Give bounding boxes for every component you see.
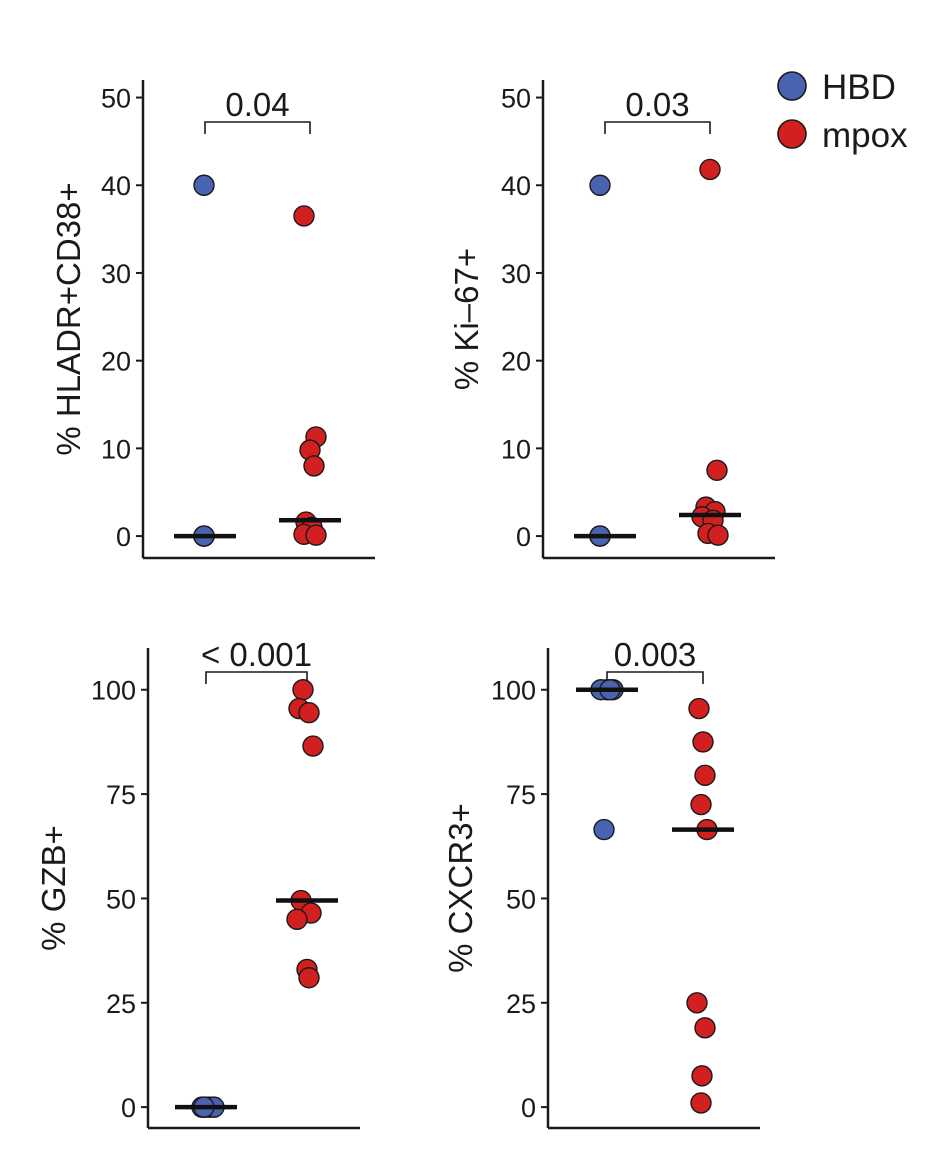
legend: HBD mpox — [777, 68, 908, 155]
data-point-mpox — [292, 679, 314, 701]
y-tick-label: 50 — [501, 84, 531, 114]
y-tick-label: 10 — [501, 434, 531, 464]
legend-label-mpox: mpox — [822, 116, 908, 155]
data-point-mpox — [303, 455, 325, 477]
y-axis-label: % HLADR+CD38+ — [50, 182, 87, 455]
panel-1: 0 10 20 30 40 50 % HLADR+CD38+ 0.04 — [50, 80, 375, 560]
data-point-mpox — [707, 524, 729, 546]
y-tick-label: 30 — [101, 259, 131, 289]
data-point-mpox — [305, 524, 327, 546]
y-tick-label: 25 — [506, 989, 536, 1019]
y-tick-label: 0 — [516, 522, 531, 552]
y-tick-label: 20 — [101, 347, 131, 377]
y-tick-label: 10 — [101, 434, 131, 464]
data-point-hbd — [593, 818, 615, 841]
significance-bracket — [604, 121, 711, 134]
y-axis-label: % GZB+ — [35, 825, 72, 951]
y-tick-label: 100 — [91, 676, 136, 706]
panel-3: 0 25 50 75 100 % GZB+ < 0.001 — [35, 636, 360, 1130]
data-point-mpox — [691, 1065, 713, 1087]
data-point-mpox — [686, 992, 708, 1014]
data-point-hbd — [589, 174, 611, 196]
data-point-mpox — [694, 764, 716, 787]
data-point-hbd — [193, 174, 215, 196]
significance-bracket — [606, 671, 704, 684]
p-value-label: 0.03 — [625, 86, 689, 123]
data-point-mpox — [699, 158, 721, 181]
data-point-mpox — [694, 1017, 716, 1039]
data-point-mpox — [298, 701, 320, 724]
y-tick-label: 50 — [106, 884, 136, 914]
y-tick-label: 75 — [106, 780, 136, 810]
panel-4: 0 25 50 75 100 % CXCR3+ 0.003 — [442, 636, 760, 1130]
y-tick-label: 0 — [521, 1093, 536, 1123]
p-value-label: < 0.001 — [201, 636, 312, 673]
data-point-mpox — [298, 967, 320, 989]
data-point-mpox — [286, 908, 308, 931]
y-axis-label: % Ki–67+ — [448, 248, 485, 390]
y-tick-label: 40 — [101, 171, 131, 201]
data-point-mpox — [293, 205, 315, 227]
significance-bracket — [204, 121, 311, 134]
data-point-mpox — [690, 1092, 712, 1114]
panels: 0 10 20 30 40 50 % HLADR+CD38+ 0.04 0 10 20 30 40 50%… — [35, 80, 775, 1130]
y-tick-label: 100 — [491, 676, 536, 706]
p-value-label: 0.003 — [614, 636, 697, 673]
panel-2: 0 10 20 30 40 50 % Ki–67+ 0.03 — [448, 80, 775, 560]
y-tick-label: 50 — [506, 884, 536, 914]
y-tick-label: 0 — [121, 1093, 136, 1123]
data-point-mpox — [692, 731, 714, 753]
legend-marker-hbd — [777, 71, 807, 101]
y-tick-label: 20 — [501, 347, 531, 377]
y-tick-label: 50 — [101, 84, 131, 114]
data-point-mpox — [690, 793, 712, 816]
y-tick-label: 30 — [501, 259, 531, 289]
data-point-mpox — [706, 459, 728, 481]
p-value-label: 0.04 — [225, 86, 289, 123]
significance-bracket — [205, 671, 308, 684]
y-tick-label: 0 — [116, 522, 131, 552]
y-tick-label: 40 — [501, 171, 531, 201]
legend-label-hbd: HBD — [822, 68, 896, 107]
legend-marker-mpox — [777, 119, 807, 149]
y-axis-label: % CXCR3+ — [442, 803, 479, 973]
data-point-mpox — [688, 697, 710, 720]
data-point-mpox — [302, 735, 324, 757]
y-tick-label: 25 — [106, 989, 136, 1019]
y-tick-label: 75 — [506, 780, 536, 810]
